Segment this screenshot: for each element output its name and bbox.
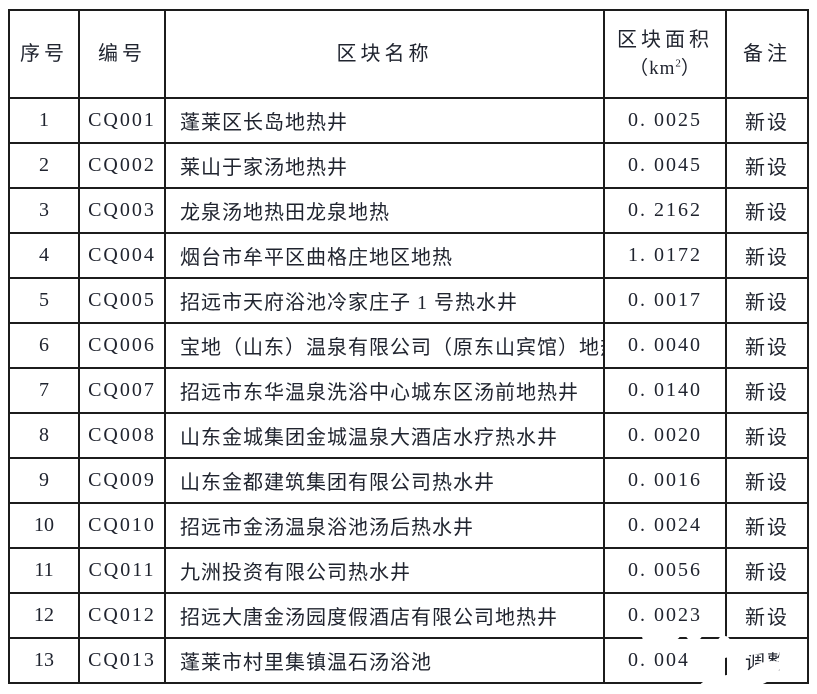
table-row: 3 CQ003 龙泉汤地热田龙泉地热 0. 2162 新设 <box>8 187 809 234</box>
cell-no: 13 <box>8 637 80 684</box>
cell-area: 0. 0025 <box>603 97 727 144</box>
cell-code: CQ005 <box>78 277 166 324</box>
header-area-unit: （km2） <box>629 57 701 79</box>
cell-code: CQ004 <box>78 232 166 279</box>
cell-remark: 新设 <box>725 232 809 279</box>
table-row: 1 CQ001 蓬莱区长岛地热井 0. 0025 新设 <box>8 97 809 144</box>
cell-name: 蓬莱市村里集镇温石汤浴池 <box>164 637 605 684</box>
table-body: 1 CQ001 蓬莱区长岛地热井 0. 0025 新设 2 CQ002 莱山于家汤地热井 0. … <box>8 97 809 684</box>
header-row: 序号 编号 区块名称 区块面积 （km2） 备注 <box>8 9 809 99</box>
cell-code: CQ003 <box>78 187 166 234</box>
cell-area: 0. 0024 <box>603 502 727 549</box>
cell-name: 招远大唐金汤园度假酒店有限公司地热井 <box>164 592 605 639</box>
cell-remark: 新设 <box>725 547 809 594</box>
header-code: 编号 <box>78 9 166 99</box>
cell-remark: 新设 <box>725 187 809 234</box>
cell-code: CQ001 <box>78 97 166 144</box>
cell-code: CQ012 <box>78 592 166 639</box>
cell-no: 4 <box>8 232 80 279</box>
table-row: 8 CQ008 山东金城集团金城温泉大酒店水疗热水井 0. 0020 新设 <box>8 412 809 459</box>
cell-no: 11 <box>8 547 80 594</box>
table-row: 10 CQ010 招远市金汤温泉浴池汤后热水井 0. 0024 新设 <box>8 502 809 549</box>
cell-no: 1 <box>8 97 80 144</box>
table-row: 2 CQ002 莱山于家汤地热井 0. 0045 新设 <box>8 142 809 189</box>
cell-area: 0. 0056 <box>603 547 727 594</box>
cell-remark: 新设 <box>725 592 809 639</box>
table-row: 12 CQ012 招远大唐金汤园度假酒店有限公司地热井 0. 0023 新设 <box>8 592 809 639</box>
cell-name: 蓬莱区长岛地热井 <box>164 97 605 144</box>
cell-name: 宝地（山东）温泉有限公司（原东山宾馆）地热井 <box>164 322 605 369</box>
cell-name: 龙泉汤地热田龙泉地热 <box>164 187 605 234</box>
cell-area: 0. 0140 <box>603 367 727 414</box>
cell-name: 招远市金汤温泉浴池汤后热水井 <box>164 502 605 549</box>
table-row: 5 CQ005 招远市天府浴池冷家庄子 1 号热水井 0. 0017 新设 <box>8 277 809 324</box>
cell-name: 山东金都建筑集团有限公司热水井 <box>164 457 605 504</box>
cell-area: 0. 2162 <box>603 187 727 234</box>
cell-code: CQ002 <box>78 142 166 189</box>
cell-no: 3 <box>8 187 80 234</box>
cell-remark: 新设 <box>725 97 809 144</box>
cell-no: 7 <box>8 367 80 414</box>
table-row: 4 CQ004 烟台市牟平区曲格庄地区地热 1. 0172 新设 <box>8 232 809 279</box>
header-area: 区块面积 （km2） <box>603 9 727 99</box>
table-row: 9 CQ009 山东金都建筑集团有限公司热水井 0. 0016 新设 <box>8 457 809 504</box>
table-row: 7 CQ007 招远市东华温泉洗浴中心城东区汤前地热井 0. 0140 新设 <box>8 367 809 414</box>
cell-code: CQ006 <box>78 322 166 369</box>
cell-code: CQ011 <box>78 547 166 594</box>
cell-name: 招远市东华温泉洗浴中心城东区汤前地热井 <box>164 367 605 414</box>
cell-code: CQ010 <box>78 502 166 549</box>
cell-remark: 新设 <box>725 502 809 549</box>
cell-area: 0. 0020 <box>603 412 727 459</box>
cell-area: 0. 0017 <box>603 277 727 324</box>
cell-remark: 新设 <box>725 412 809 459</box>
cell-code: CQ013 <box>78 637 166 684</box>
cell-area: 1. 0172 <box>603 232 727 279</box>
cell-area: 0. 0045 <box>603 142 727 189</box>
table-header: 序号 编号 区块名称 区块面积 （km2） 备注 <box>8 9 809 99</box>
cell-name: 九洲投资有限公司热水井 <box>164 547 605 594</box>
header-no: 序号 <box>8 9 80 99</box>
cell-remark: 新设 <box>725 367 809 414</box>
cell-name: 莱山于家汤地热井 <box>164 142 605 189</box>
cell-remark: 新设 <box>725 142 809 189</box>
header-area-title: 区块面积 <box>617 28 713 51</box>
cell-no: 5 <box>8 277 80 324</box>
cell-no: 10 <box>8 502 80 549</box>
cell-no: 6 <box>8 322 80 369</box>
table-row: 6 CQ006 宝地（山东）温泉有限公司（原东山宾馆）地热井 0. 0040 新设 <box>8 322 809 369</box>
cell-name: 烟台市牟平区曲格庄地区地热 <box>164 232 605 279</box>
cell-area: 0. 0040 <box>603 322 727 369</box>
cell-remark: 新设 <box>725 322 809 369</box>
watermark-artifact <box>641 629 681 641</box>
cell-code: CQ008 <box>78 412 166 459</box>
cell-no: 12 <box>8 592 80 639</box>
cell-no: 2 <box>8 142 80 189</box>
cell-remark: 新设 <box>725 457 809 504</box>
watermark-artifact <box>718 636 730 658</box>
table-row: 11 CQ011 九洲投资有限公司热水井 0. 0056 新设 <box>8 547 809 594</box>
cell-code: CQ007 <box>78 367 166 414</box>
watermark-artifact <box>686 628 702 640</box>
cell-no: 8 <box>8 412 80 459</box>
cell-area: 0. 0045 <box>603 637 727 684</box>
geothermal-block-table: 序号 编号 区块名称 区块面积 （km2） 备注 1 CQ001 蓬莱区长岛地热井 0… <box>8 9 809 684</box>
cell-remark: 新设 <box>725 277 809 324</box>
header-name: 区块名称 <box>164 9 605 99</box>
header-remark: 备注 <box>725 9 809 99</box>
cell-name: 招远市天府浴池冷家庄子 1 号热水井 <box>164 277 605 324</box>
cell-area: 0. 0016 <box>603 457 727 504</box>
cell-no: 9 <box>8 457 80 504</box>
cell-name: 山东金城集团金城温泉大酒店水疗热水井 <box>164 412 605 459</box>
cell-code: CQ009 <box>78 457 166 504</box>
